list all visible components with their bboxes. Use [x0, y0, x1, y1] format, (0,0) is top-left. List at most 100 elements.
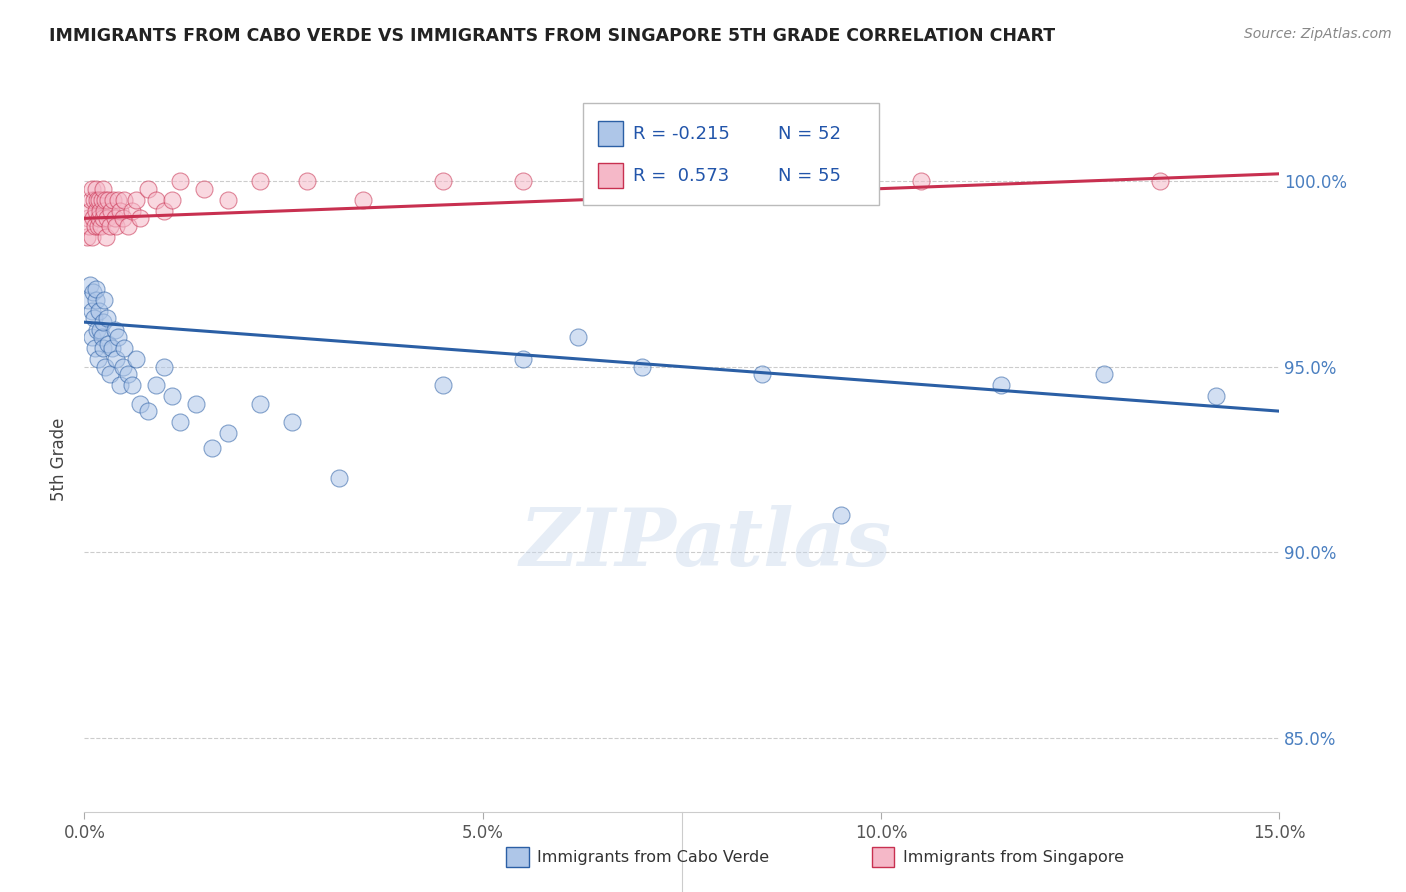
- Point: [121, 203, 143, 218]
- Point: [79, 278, 101, 293]
- Point: [249, 174, 271, 188]
- Text: R = -0.215: R = -0.215: [633, 125, 730, 143]
- Point: [77, 219, 100, 233]
- Point: [101, 341, 124, 355]
- Point: [98, 367, 121, 381]
- Point: [121, 378, 143, 392]
- Point: [87, 352, 110, 367]
- Text: Immigrants from Singapore: Immigrants from Singapore: [903, 850, 1123, 864]
- Point: [91, 315, 114, 329]
- Point: [83, 193, 105, 207]
- Point: [136, 404, 159, 418]
- Point: [86, 322, 108, 336]
- Point: [82, 285, 104, 300]
- Point: [80, 193, 103, 207]
- Point: [280, 415, 302, 429]
- Point: [82, 181, 104, 195]
- Point: [83, 219, 105, 233]
- Point: [830, 508, 852, 522]
- Point: [512, 352, 534, 367]
- Point: [105, 352, 128, 367]
- Text: R =  0.573: R = 0.573: [633, 167, 728, 185]
- Point: [201, 442, 224, 456]
- Text: IMMIGRANTS FROM CABO VERDE VS IMMIGRANTS FROM SINGAPORE 5TH GRADE CORRELATION CH: IMMIGRANTS FROM CABO VERDE VS IMMIGRANTS…: [49, 27, 1056, 45]
- Point: [117, 367, 139, 381]
- Point: [567, 330, 589, 344]
- Point: [111, 211, 134, 226]
- Point: [129, 211, 152, 226]
- Point: [512, 174, 534, 188]
- Text: Immigrants from Cabo Verde: Immigrants from Cabo Verde: [537, 850, 769, 864]
- Point: [79, 203, 101, 218]
- Point: [352, 193, 374, 207]
- Point: [82, 211, 104, 226]
- Point: [160, 193, 183, 207]
- Point: [94, 359, 117, 374]
- Point: [101, 193, 124, 207]
- Point: [129, 397, 152, 411]
- Point: [87, 304, 110, 318]
- Y-axis label: 5th Grade: 5th Grade: [51, 417, 69, 501]
- Point: [93, 181, 115, 195]
- Point: [87, 211, 110, 226]
- Point: [86, 181, 108, 195]
- Point: [160, 389, 183, 403]
- Point: [217, 193, 239, 207]
- Point: [990, 378, 1012, 392]
- Point: [910, 174, 932, 188]
- Point: [1092, 367, 1115, 381]
- Point: [87, 219, 110, 233]
- Point: [107, 330, 129, 344]
- Point: [83, 311, 105, 326]
- Point: [432, 378, 454, 392]
- Point: [631, 359, 654, 374]
- Point: [96, 211, 118, 226]
- Point: [96, 311, 118, 326]
- Point: [77, 293, 100, 307]
- Point: [107, 193, 129, 207]
- Point: [104, 322, 127, 336]
- Point: [111, 359, 134, 374]
- Point: [97, 193, 120, 207]
- Point: [93, 341, 115, 355]
- Point: [89, 193, 111, 207]
- Point: [82, 330, 104, 344]
- Point: [184, 397, 207, 411]
- Point: [169, 174, 191, 188]
- Point: [83, 341, 105, 355]
- Point: [193, 181, 215, 195]
- Point: [136, 181, 159, 195]
- Point: [90, 219, 112, 233]
- Point: [100, 203, 122, 218]
- Text: N = 52: N = 52: [778, 125, 841, 143]
- Point: [98, 219, 121, 233]
- Point: [112, 193, 135, 207]
- Point: [76, 230, 98, 244]
- Point: [110, 203, 132, 218]
- Point: [80, 304, 103, 318]
- Point: [125, 352, 148, 367]
- Point: [217, 426, 239, 441]
- Point: [93, 293, 115, 307]
- Point: [591, 181, 613, 195]
- Point: [297, 174, 319, 188]
- Text: N = 55: N = 55: [778, 167, 841, 185]
- Point: [117, 219, 139, 233]
- Point: [153, 203, 176, 218]
- Point: [710, 174, 733, 188]
- Point: [84, 293, 107, 307]
- Point: [153, 359, 176, 374]
- Point: [94, 193, 117, 207]
- Point: [86, 193, 108, 207]
- Point: [104, 211, 127, 226]
- Point: [105, 219, 128, 233]
- Point: [145, 193, 167, 207]
- Point: [145, 378, 167, 392]
- Point: [77, 211, 100, 226]
- Point: [94, 230, 117, 244]
- Point: [89, 322, 111, 336]
- Point: [89, 203, 111, 218]
- Point: [110, 378, 132, 392]
- Point: [90, 330, 112, 344]
- Point: [1149, 174, 1171, 188]
